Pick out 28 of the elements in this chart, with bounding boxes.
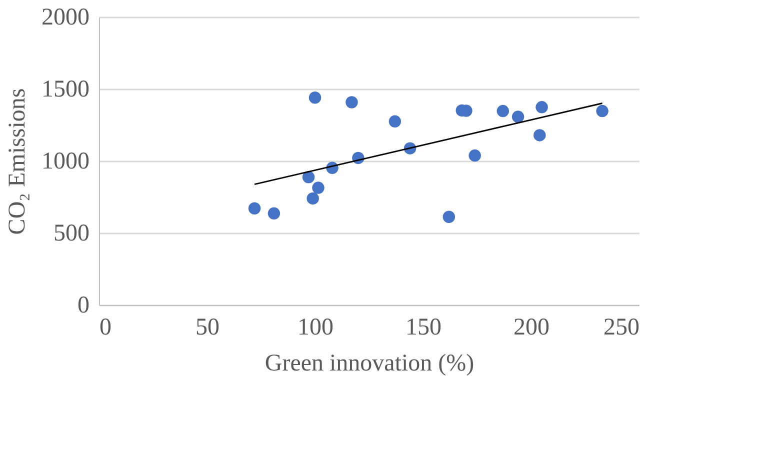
- y-tick-label: 1000: [42, 148, 90, 174]
- point: [312, 182, 324, 194]
- point: [346, 96, 358, 108]
- point: [442, 210, 456, 223]
- point: [306, 192, 319, 205]
- point: [468, 149, 481, 162]
- point: [308, 92, 322, 104]
- x-axis-title: Green innovation (%): [264, 350, 474, 376]
- point: [268, 207, 280, 220]
- point: [302, 171, 315, 184]
- y-axis-title: CO₂ Emissions: [4, 88, 30, 235]
- x-tick-label: 0: [100, 314, 112, 340]
- y-tick-label: 1500: [42, 76, 90, 102]
- point: [596, 104, 608, 118]
- x-tick-label: 100: [298, 314, 334, 340]
- x-tick-label: 250: [604, 314, 640, 340]
- y-tick-label: 0: [78, 292, 90, 318]
- point: [248, 202, 261, 214]
- y-tick-label: 500: [54, 220, 90, 246]
- point: [496, 104, 510, 118]
- x-tick-label: 50: [196, 314, 220, 340]
- x-tick-label: 200: [514, 314, 550, 340]
- point: [512, 110, 524, 123]
- point: [534, 129, 546, 142]
- point: [536, 101, 548, 114]
- x-tick-label: 150: [406, 314, 442, 340]
- point: [388, 115, 402, 128]
- y-tick-label: 2000: [42, 4, 90, 30]
